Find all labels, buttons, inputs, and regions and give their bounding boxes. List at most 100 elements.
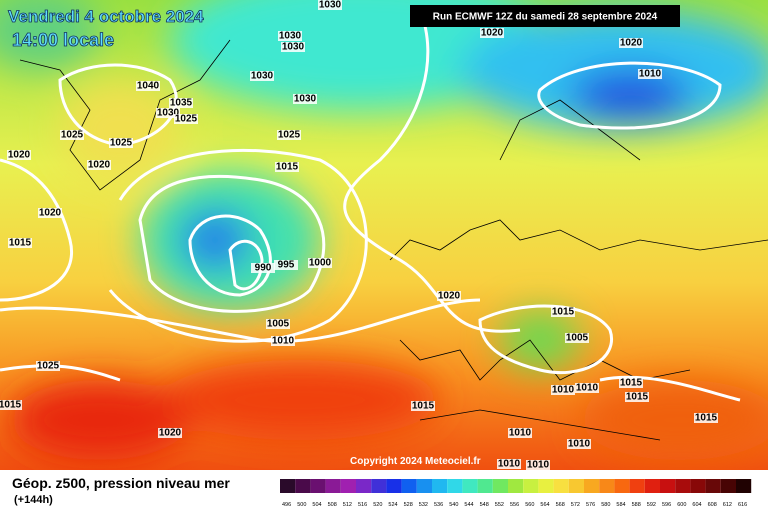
colorbar-label: 516: [358, 502, 367, 508]
colorbar-cell: [720, 479, 736, 493]
colorbar-cell: [280, 479, 296, 493]
isobar-label: 1030: [157, 108, 180, 119]
colorbar-cell: [432, 479, 448, 493]
isobar-label-bg: [174, 114, 198, 124]
isobar-label: 1005: [267, 319, 290, 330]
colorbar-label: 520: [373, 502, 382, 508]
colorbar-label: 596: [662, 502, 671, 508]
colorbar-cell: [599, 479, 615, 493]
isobar-label-bg: [551, 307, 575, 317]
isobar-label: 1020: [481, 28, 504, 39]
isobar-label: 995: [278, 260, 295, 271]
colorbar-cell: [416, 479, 432, 493]
isobar-label-bg: [250, 71, 274, 81]
isobar-label-bg: [308, 258, 332, 268]
map-title: Vendredi 4 octobre 2024: [8, 7, 204, 26]
isobar-label-bg: [318, 0, 342, 10]
isobars: [0, 9, 741, 402]
isobar-label-bg: [0, 400, 22, 410]
colorbar-label: 548: [480, 502, 489, 508]
colorbar-cell: [325, 479, 341, 493]
isobar-label-bg: [169, 98, 193, 108]
colorbar-cell: [310, 479, 326, 493]
colorbar-cell: [401, 479, 417, 493]
colorbar-label: 572: [571, 502, 580, 508]
isobar-label-bg: [271, 336, 295, 346]
colorbar-label: 608: [708, 502, 717, 508]
colorbar-label: 592: [647, 502, 656, 508]
colorbar-label: 604: [692, 502, 701, 508]
isobar-label-bg: [7, 150, 31, 160]
colorbar-label: 612: [723, 502, 732, 508]
isobar-label-bg: [38, 208, 62, 218]
colorbar-cell: [690, 479, 706, 493]
isobar-label: 1025: [175, 114, 198, 125]
colorbar-cell: [644, 479, 660, 493]
isobar-label: 1010: [272, 336, 295, 347]
isobar-label-bg: [551, 385, 575, 395]
colorbar-label: 556: [510, 502, 519, 508]
colorbar-label: 524: [388, 502, 397, 508]
colorbar-cell: [371, 479, 387, 493]
isobar-label-bg: [277, 130, 301, 140]
isobar-label: 1015: [412, 401, 435, 412]
run-info: Run ECMWF 12Z du samedi 28 septembre 202…: [433, 12, 658, 23]
isobar-label: 1020: [159, 428, 182, 439]
isobar-label: 1015: [552, 307, 575, 318]
isobar-label-bg: [87, 160, 111, 170]
colorbar-cell: [614, 479, 630, 493]
colorbar-cell: [629, 479, 645, 493]
colorbar-label: 576: [586, 502, 595, 508]
colorbar-label: 540: [449, 502, 458, 508]
isobar-label-bg: [508, 428, 532, 438]
isobar-label: 1010: [498, 459, 521, 470]
colorbar-label: 584: [616, 502, 625, 508]
field: [0, 0, 768, 460]
isobar-label: 1010: [639, 69, 662, 80]
colorbar-cell: [584, 479, 600, 493]
run-banner: [410, 5, 680, 27]
map-time: 14:00 locale: [12, 30, 114, 50]
colorbar-label: 532: [419, 502, 428, 508]
isobar-label-bg: [575, 383, 599, 393]
isobar-label: 1015: [626, 392, 649, 403]
colorbar-cell: [675, 479, 691, 493]
colorbar-cell: [538, 479, 554, 493]
isobar-label: 1030: [294, 94, 317, 105]
isobar-label-bg: [625, 392, 649, 402]
colorbar-cell: [447, 479, 463, 493]
colorbar-cell: [386, 479, 402, 493]
colorbar-cell: [340, 479, 356, 493]
colorbar-label: 568: [556, 502, 565, 508]
isobar-label-bg: [293, 94, 317, 104]
colorbar-cell: [477, 479, 493, 493]
isobar-label: 1020: [88, 160, 111, 171]
colorbar-label: 580: [601, 502, 610, 508]
isobar-label-bg: [281, 42, 305, 52]
colorbar-label: 528: [404, 502, 413, 508]
colorbar-label: 564: [540, 502, 549, 508]
colorbar-label: 496: [282, 502, 291, 508]
isobar-label-bg: [60, 130, 84, 140]
isobar-label: 1020: [438, 291, 461, 302]
isobar-label-bg: [36, 361, 60, 371]
isobar-label-bg: [251, 263, 275, 273]
isobar-label-bg: [619, 378, 643, 388]
isobar-label-bg: [275, 162, 299, 172]
isobar-label: 1005: [566, 333, 589, 344]
isobar-label: 1020: [620, 38, 643, 49]
isobar-label: 1015: [9, 238, 32, 249]
colorbar-cell: [295, 479, 311, 493]
isobar-label-bg: [411, 401, 435, 411]
isobar-label-bg: [497, 459, 521, 469]
colorbar-label: 500: [297, 502, 306, 508]
isobar-label-bg: [278, 31, 302, 41]
colorbar-label: 552: [495, 502, 504, 508]
isobar-label-bg: [565, 333, 589, 343]
isobar-label-bg: [109, 138, 133, 148]
footer-title: Géop. z500, pression niveau mer: [12, 475, 230, 491]
isobar-label: 1025: [278, 130, 301, 141]
colorbar-cell: [736, 479, 752, 493]
isobar-label-bg: [136, 81, 160, 91]
